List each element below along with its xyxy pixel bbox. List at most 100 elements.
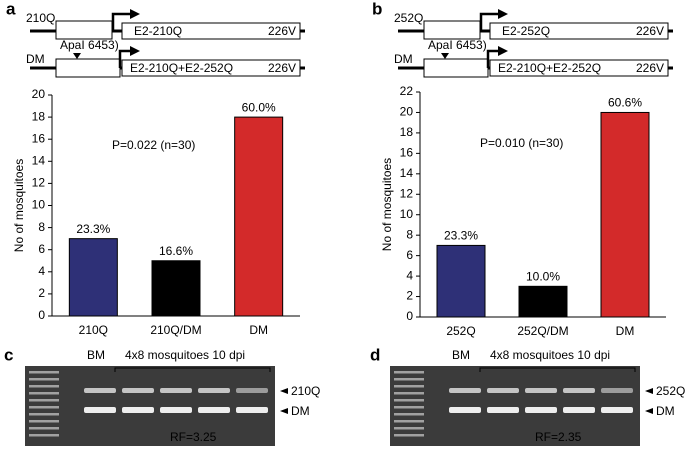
box xyxy=(489,22,669,40)
band-arrow xyxy=(645,388,653,394)
gel-label: BM xyxy=(87,348,105,362)
y-tick-label: 12 xyxy=(32,176,46,190)
group: 252Q E2-252Q 226V DM ApaI 6453) E2-210Q+E2-25… xyxy=(394,9,673,78)
ladder-band xyxy=(394,420,424,423)
ladder-band xyxy=(394,406,424,409)
promoter-arrow xyxy=(118,49,132,68)
band-arrow xyxy=(280,388,288,394)
band-label: DM xyxy=(291,404,310,418)
band xyxy=(236,388,268,393)
x-tick-label: 210Q/DM xyxy=(150,323,201,337)
gel-label: 4x8 mosquitoes 10 dpi xyxy=(125,348,245,362)
site-marker xyxy=(73,53,81,59)
y-tick-label: 10 xyxy=(400,207,414,221)
y-tick-label: 0 xyxy=(38,308,45,322)
ladder-band xyxy=(394,434,424,437)
site-label: 226V xyxy=(268,24,296,38)
band xyxy=(84,388,116,393)
panel-label: a xyxy=(6,0,16,18)
band xyxy=(198,388,230,393)
y-tick-label: 2 xyxy=(38,286,45,300)
ladder-band xyxy=(29,385,59,388)
band xyxy=(122,388,154,393)
construct-label: 210Q xyxy=(26,11,55,25)
arrow-head xyxy=(130,46,140,56)
y-axis-label: No of mosquitoes xyxy=(380,158,394,251)
ladder-band xyxy=(29,378,59,381)
band xyxy=(198,407,230,413)
y-tick-label: 12 xyxy=(400,186,414,200)
annotation: P=0.010 (n=30) xyxy=(480,136,563,150)
y-tick-label: 18 xyxy=(400,125,414,139)
ladder-band xyxy=(394,371,424,374)
box xyxy=(121,59,301,77)
y-tick-label: 22 xyxy=(400,84,414,98)
box xyxy=(489,59,669,77)
bar xyxy=(436,244,486,318)
ladder-band xyxy=(394,392,424,395)
bar xyxy=(234,116,284,317)
y-tick-label: 18 xyxy=(32,109,46,123)
arrow-head xyxy=(498,9,508,19)
ladder-band xyxy=(394,399,424,402)
ladder-band xyxy=(394,427,424,430)
x-tick-label: 252Q xyxy=(446,324,475,338)
gel-label: RF=2.35 xyxy=(535,430,582,444)
gel xyxy=(25,366,275,446)
site-label: 226V xyxy=(268,61,296,75)
y-tick-label: 4 xyxy=(406,268,413,282)
group: BM 4x8 mosquitoes 10 dpi 210Q DM RF=3.25 xyxy=(25,348,320,446)
percent-label: 60.6% xyxy=(608,96,642,110)
y-axis-label: No of mosquitoes xyxy=(12,159,26,252)
box xyxy=(423,20,481,40)
y-tick-label: 0 xyxy=(406,309,413,323)
panel-label: b xyxy=(372,0,382,18)
x-tick-label: DM xyxy=(616,324,635,338)
band xyxy=(487,388,519,393)
site-label: ApaI 6453) xyxy=(60,38,119,52)
ladder-band xyxy=(29,371,59,374)
band-label: 252Q xyxy=(656,384,685,398)
panel-label: d xyxy=(370,345,380,364)
box-label: E2-210Q+E2-252Q xyxy=(498,61,601,75)
ladder-band xyxy=(29,392,59,395)
site-marker xyxy=(441,53,449,59)
band xyxy=(525,407,557,413)
band xyxy=(487,407,519,413)
bracket xyxy=(479,367,636,372)
gel-label: RF=3.25 xyxy=(170,430,217,444)
box xyxy=(121,22,301,40)
construct-label: 252Q xyxy=(394,11,423,25)
box xyxy=(55,58,121,78)
ladder-band xyxy=(394,413,424,416)
y-tick-label: 8 xyxy=(406,227,413,241)
promoter-arrow xyxy=(111,12,132,31)
band xyxy=(449,388,481,393)
band xyxy=(449,407,481,413)
ladder-band xyxy=(29,427,59,430)
y-tick-label: 6 xyxy=(38,242,45,256)
ladder-band xyxy=(29,399,59,402)
gel xyxy=(390,366,640,446)
gel-label: BM xyxy=(452,348,470,362)
box xyxy=(423,58,489,78)
band xyxy=(160,407,192,413)
ladder-band xyxy=(29,434,59,437)
band xyxy=(122,407,154,413)
percent-label: 23.3% xyxy=(444,229,478,243)
band-label: 210Q xyxy=(291,384,320,398)
x-tick-label: 252Q/DM xyxy=(517,324,568,338)
box-label: E2-252Q xyxy=(502,24,550,38)
percent-label: 23.3% xyxy=(76,222,110,236)
percent-label: 16.6% xyxy=(159,244,193,258)
band-arrow xyxy=(280,408,288,414)
y-tick-label: 20 xyxy=(400,105,414,119)
y-tick-label: 14 xyxy=(32,153,46,167)
group: BM 4x8 mosquitoes 10 dpi 252Q DM RF=2.35 xyxy=(390,348,685,446)
band xyxy=(601,407,633,413)
arrow-head xyxy=(498,46,508,56)
x-tick-label: DM xyxy=(249,323,268,337)
ladder-band xyxy=(394,378,424,381)
annotation: P=0.022 (n=30) xyxy=(112,138,195,152)
